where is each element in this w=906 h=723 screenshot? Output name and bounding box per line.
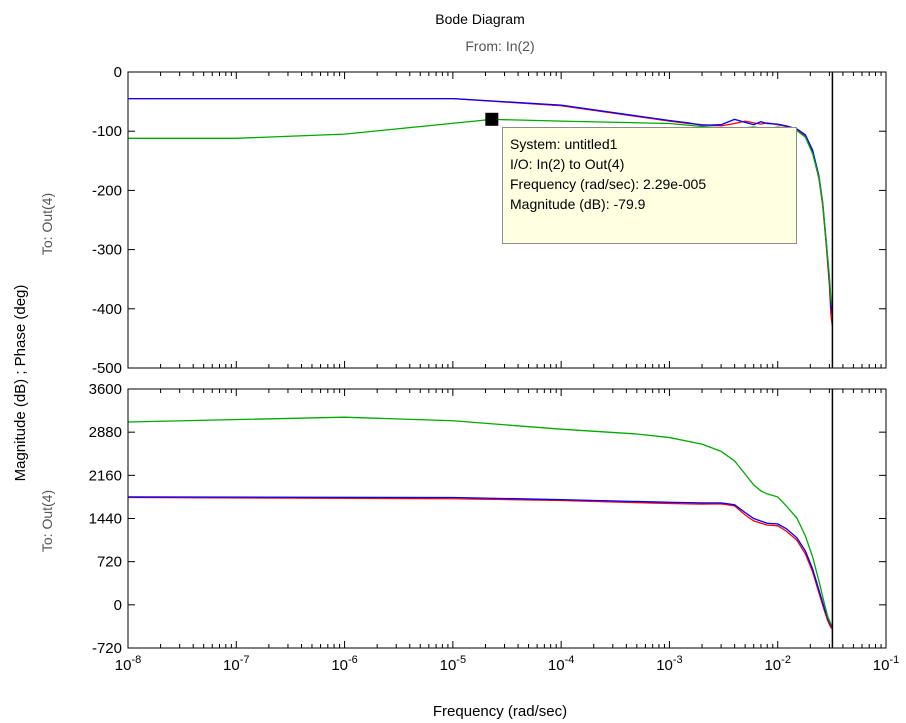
x-tick-label: 10-1 xyxy=(873,654,899,674)
x-tick-label: 10-8 xyxy=(115,654,141,674)
x-axis-label: Frequency (rad/sec) xyxy=(433,703,567,720)
phase-row-label: To: Out(4) xyxy=(39,490,55,552)
y-tick-label: 1440 xyxy=(89,511,122,528)
y-tick-label: 2160 xyxy=(89,467,122,484)
y-tick-label: -400 xyxy=(92,301,122,318)
y-tick-label: -300 xyxy=(92,242,122,259)
series-line-1 xyxy=(128,496,833,628)
x-tick-label: 10-4 xyxy=(548,654,574,674)
datatip-io: I/O: In(2) to Out(4) xyxy=(510,156,625,172)
plot-frame xyxy=(127,388,887,649)
y-tick-label: 0 xyxy=(114,64,122,81)
series-line-0 xyxy=(128,496,833,630)
datatip-frequency: Frequency (rad/sec): 2.29e-005 xyxy=(510,176,707,192)
datatip-marker[interactable] xyxy=(485,112,499,126)
plot-frame xyxy=(127,71,887,369)
y-tick-label: 0 xyxy=(114,597,122,614)
x-tick-label: 10-3 xyxy=(656,654,682,674)
y-tick-label: 720 xyxy=(97,554,122,571)
figure-title: Bode Diagram xyxy=(435,11,525,27)
plot-area xyxy=(128,389,886,648)
x-tick-label: 10-6 xyxy=(331,654,357,674)
x-tick-label: 10-7 xyxy=(223,654,249,674)
y-axis-label: Magnitude (dB) ; Phase (deg) xyxy=(12,285,29,482)
y-tick-label: 2880 xyxy=(89,424,122,441)
x-tick-label: 10-5 xyxy=(440,654,466,674)
datatip[interactable]: System: untitled1 I/O: In(2) to Out(4) F… xyxy=(502,127,797,244)
figure-subtitle: From: In(2) xyxy=(465,38,534,54)
y-tick-label: -500 xyxy=(92,360,122,377)
phase-panel: 10-8 10-7 10-6 10-5 10-4 10-3 10-2 10-1 3600 2880… xyxy=(89,381,900,674)
magnitude-row-label: To: Out(4) xyxy=(39,193,55,255)
y-tick-label: 3600 xyxy=(89,381,122,398)
y-tick-label: -720 xyxy=(92,640,122,657)
y-tick-label: -100 xyxy=(92,123,122,140)
x-tick-label: 10-2 xyxy=(764,654,790,674)
y-tick-label: -200 xyxy=(92,182,122,199)
datatip-system: System: untitled1 xyxy=(510,136,618,152)
datatip-magnitude: Magnitude (dB): -79.9 xyxy=(510,196,646,212)
series-line-2 xyxy=(128,416,833,627)
